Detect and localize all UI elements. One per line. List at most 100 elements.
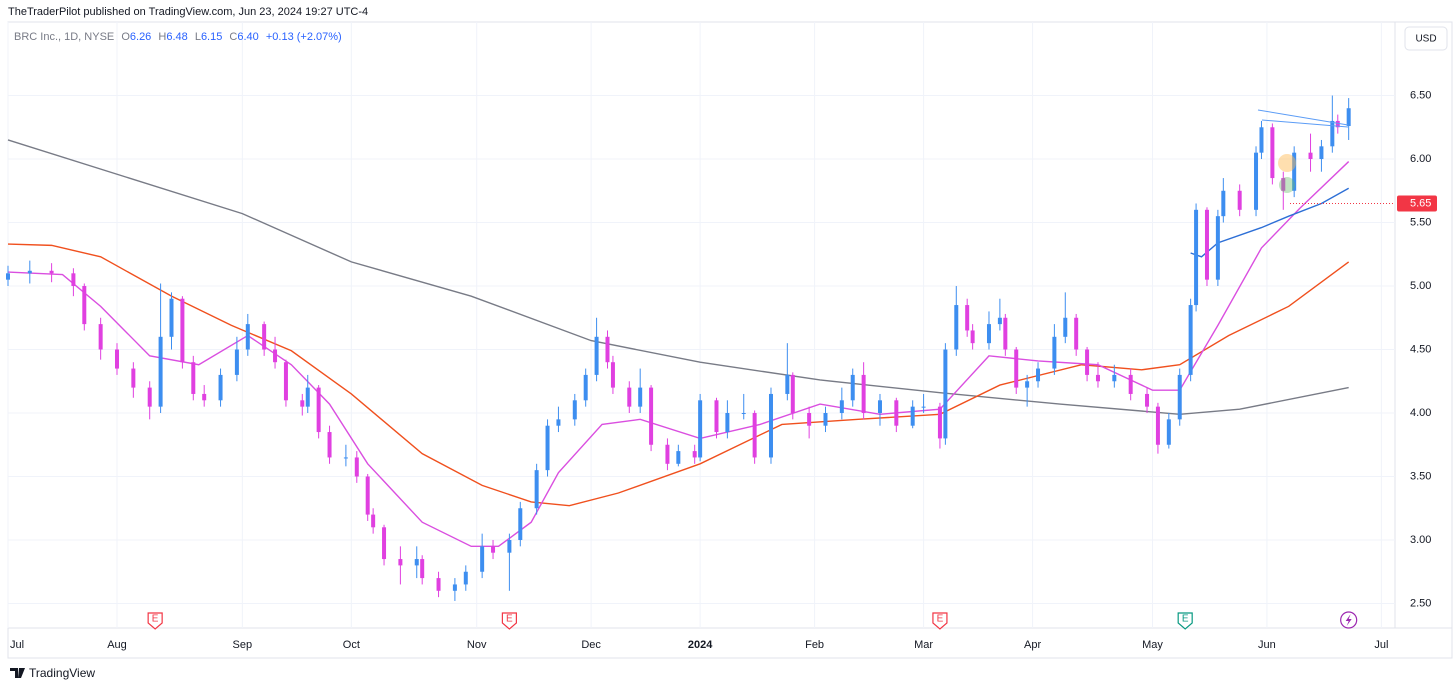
candle-body — [1095, 374, 1100, 382]
candle-body — [1177, 374, 1182, 420]
candle-body — [790, 374, 795, 414]
y-tick-label: 3.00 — [1410, 534, 1431, 546]
candle-body — [1025, 381, 1030, 388]
currency-button-label[interactable]: USD — [1415, 34, 1436, 45]
candle-body — [1036, 368, 1041, 382]
candle-body — [692, 451, 697, 458]
event-marker — [147, 612, 163, 630]
candle-body — [1063, 317, 1068, 337]
candle-body — [714, 400, 719, 433]
candle-body — [545, 425, 550, 471]
annotations — [1257, 109, 1349, 193]
currency-button-box[interactable] — [1404, 26, 1448, 51]
candle-body — [480, 546, 485, 572]
event-icon — [1345, 614, 1352, 626]
candle-body — [327, 432, 332, 458]
candle-body — [1319, 146, 1324, 160]
candle-body — [741, 413, 746, 415]
y-tick-label: 5.50 — [1410, 216, 1431, 228]
candle-body — [1155, 406, 1160, 445]
candle-body — [1014, 349, 1019, 388]
moving-average — [1190, 187, 1350, 258]
candle-body — [997, 317, 1002, 325]
candle-body — [850, 374, 855, 401]
candle-body — [1346, 108, 1351, 127]
candle-body — [158, 336, 163, 407]
candle-body — [131, 368, 136, 388]
x-tick-label: Aug — [107, 639, 127, 651]
legend-label: O — [121, 31, 130, 43]
candle-body — [534, 470, 539, 509]
candle-body — [507, 539, 512, 553]
candle-body — [594, 336, 599, 375]
candle-body — [768, 393, 773, 458]
x-tick-label: Apr — [1024, 639, 1041, 651]
candle-body — [1308, 152, 1313, 160]
candle-body — [1259, 127, 1264, 153]
candle-body — [610, 362, 615, 388]
plot — [6, 95, 1395, 601]
candle-body — [300, 400, 305, 407]
brand-logo — [10, 668, 25, 678]
candle-body — [1085, 349, 1090, 375]
candle-body — [605, 336, 610, 363]
x-tick-label: Feb — [805, 639, 824, 651]
candle-body — [894, 400, 899, 426]
candle-body — [382, 527, 387, 560]
candle-body — [676, 451, 681, 464]
currency-button[interactable]: USD — [1404, 26, 1448, 51]
legend-value: 6.26 — [130, 31, 151, 43]
candle-body — [970, 330, 975, 344]
y-tick-label: 3.50 — [1410, 470, 1431, 482]
candle-body — [518, 508, 523, 540]
candle-body — [354, 457, 359, 477]
candle-body — [202, 393, 207, 401]
candle-body — [725, 413, 730, 433]
candle-body — [627, 387, 632, 407]
candle-body — [1194, 209, 1199, 306]
candle-body — [414, 559, 419, 566]
candle-body — [283, 362, 288, 401]
candle-body — [1052, 336, 1057, 369]
candle-body — [1145, 393, 1150, 407]
legend-label: C — [229, 31, 237, 43]
legend-label: H — [158, 31, 166, 43]
candle-body — [910, 406, 915, 426]
candle-body — [1204, 209, 1209, 280]
trend-line — [1257, 109, 1349, 126]
candle-body — [1128, 374, 1133, 394]
candle-body — [305, 387, 310, 407]
price-tag-label: 5.65 — [1410, 197, 1431, 209]
y-tick-label: 6.50 — [1410, 89, 1431, 101]
candle-body — [1188, 305, 1193, 375]
candle-body — [180, 298, 185, 363]
candle-body — [1166, 419, 1171, 445]
candle-body — [371, 514, 376, 528]
event-marker — [1177, 612, 1193, 630]
legend-label: L — [195, 31, 201, 43]
candle-body — [937, 406, 942, 439]
candle-body — [191, 362, 196, 394]
y-tick-label: 4.50 — [1410, 343, 1431, 355]
candle-body — [1281, 178, 1286, 191]
event-marker — [932, 612, 948, 630]
candle-body — [1335, 120, 1340, 128]
candle-body — [273, 349, 278, 363]
candle-body — [234, 349, 239, 375]
candle-body — [218, 374, 223, 401]
candle-body — [785, 374, 790, 394]
candle-body — [698, 400, 703, 458]
brand-name: TradingView — [29, 666, 95, 680]
x-tick-label: Jul — [10, 639, 24, 651]
event-marker — [501, 612, 517, 630]
candle-body — [98, 324, 103, 350]
legend-value: 6.48 — [166, 31, 187, 43]
candle-body — [1330, 120, 1335, 147]
candle-body — [420, 559, 425, 579]
candle-body — [665, 444, 670, 464]
legend-change: +0.13 (+2.07%) — [266, 31, 342, 43]
candle-body — [436, 578, 441, 591]
y-tick-label: 6.00 — [1410, 153, 1431, 165]
candle-body — [1215, 216, 1220, 280]
